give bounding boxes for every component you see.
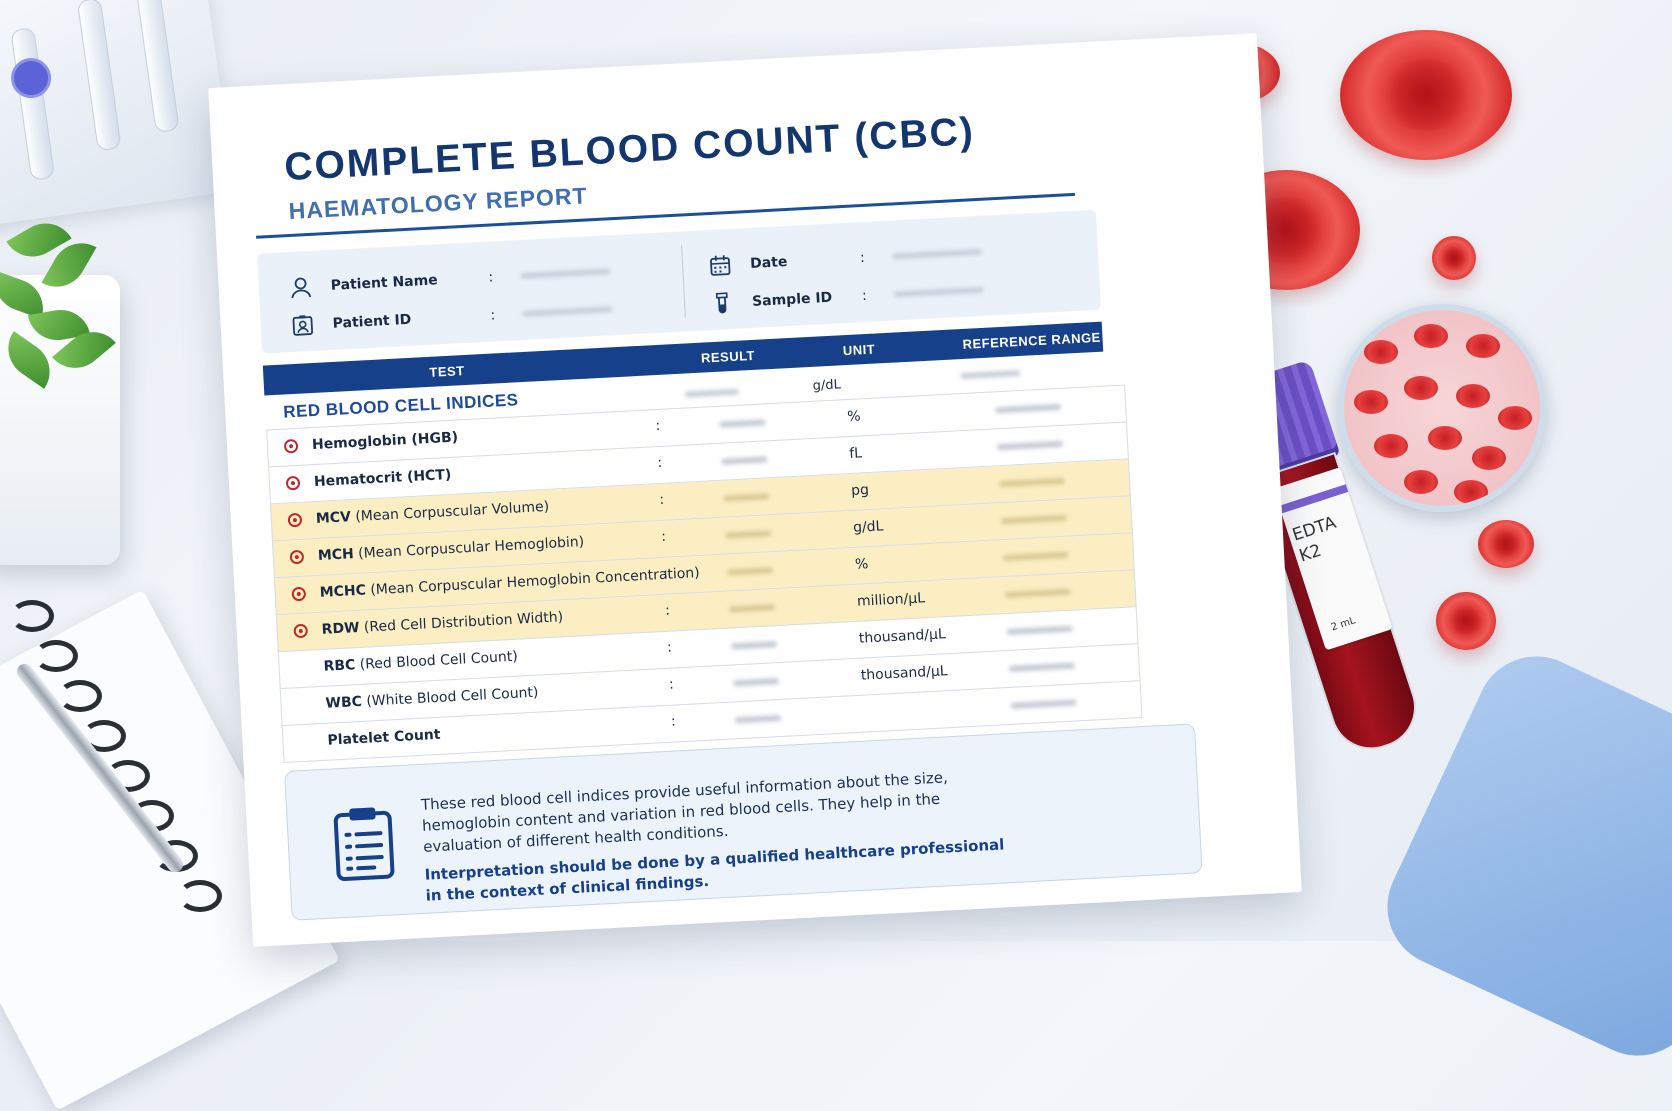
patient-name-field: Patient Name : [288,268,438,300]
unit-value: % [847,408,861,425]
unit-value: fL [849,445,863,462]
results-table: Hemoglobin (HGB) :% Hematocrit (HCT) : fL M… [266,384,1142,763]
blood-cell-icon [290,550,305,565]
result-value [721,456,767,464]
section-unit: g/dL [812,377,841,393]
test-abbr: WBC [325,694,362,712]
row-separator: : [671,713,677,729]
test-abbr: MCV [315,509,351,527]
test-abbr: Platelet Count [327,727,441,749]
section-result-value [685,389,739,398]
test-name: Hematocrit (HCT) [314,467,452,490]
test-abbr: RBC [323,657,356,675]
blood-cell-icon [293,624,308,639]
test-name: MCH (Mean Corpuscular Hemoglobin) [317,534,584,564]
clipboard-icon [331,804,397,883]
header-result: RESULT [701,348,756,366]
row-separator: : [667,640,673,656]
unit-value: % [855,556,869,573]
info-divider [681,245,686,317]
patient-name-value [520,268,610,279]
blood-cell-icon [288,513,303,528]
row-separator: : [661,529,667,545]
sample-id-field: Sample ID : [710,286,833,316]
calendar-icon [708,253,733,278]
report-title: COMPLETE BLOOD COUNT (CBC) [283,110,975,190]
test-abbr: MCH [317,546,354,564]
row-separator: : [659,492,665,508]
row-separator: : [663,566,669,582]
test-abbr: Hemoglobin (HGB) [312,429,459,453]
result-value [727,567,773,575]
test-name: RDW (Red Cell Distribution Width) [321,609,563,638]
patient-id-field: Patient ID : [290,308,412,338]
rack-tube [135,0,180,133]
unit-value: thousand/µL [860,663,948,684]
person-icon [288,275,313,300]
reference-range-value [1009,663,1075,672]
tube-label-volume: 2 mL [1330,615,1357,633]
result-value [729,604,775,612]
reference-range-value [1007,626,1073,635]
unit-value: thousand/µL [859,626,947,647]
reference-range-value [1005,589,1071,598]
patient-id-label: Patient ID [332,312,411,332]
header-test: TEST [429,363,465,380]
row-separator: : [669,677,675,693]
sample-id-label: Sample ID [752,290,833,310]
result-value [719,419,765,427]
test-tube-rack [0,0,235,227]
sample-id-value [894,287,984,298]
result-value [723,493,769,501]
patient-name-label: Patient Name [330,272,438,294]
result-value [731,641,777,649]
reference-range-value [1003,552,1069,561]
header-reference-range: REFERENCE RANGE [962,330,1101,352]
unit-value: million/µL [857,590,926,610]
test-name: RBC (Red Blood Cell Count) [323,649,518,675]
test-full-name: (Red Cell Distribution Width) [364,609,564,635]
test-name: WBC (White Blood Cell Count) [325,685,539,712]
result-value [725,530,771,538]
patient-id-value [522,306,612,317]
blood-cell-icon [286,476,301,491]
section-reference-value [960,370,1020,379]
unit-value: pg [851,482,870,499]
date-label: Date [750,254,788,272]
microscope-view-red-cells [1338,304,1546,512]
test-full-name: (White Blood Cell Count) [366,685,539,710]
reference-range-value [997,441,1063,450]
test-name: MCV (Mean Corpuscular Volume) [315,499,549,527]
row-separator: : [665,603,671,619]
test-full-name: (Mean Corpuscular Hemoglobin) [358,534,585,562]
blood-cell-icon [291,587,306,602]
result-value [733,678,779,686]
test-abbr: Hematocrit (HCT) [314,467,452,490]
report-subtitle: HAEMATOLOGY REPORT [288,182,588,225]
rack-tube [77,0,122,151]
test-full-name: (Red Blood Cell Count) [359,649,518,673]
rack-tube [10,27,55,181]
reference-range-value [995,404,1061,413]
blood-cell-icon [284,439,299,454]
unit-value: g/dL [853,518,884,536]
result-value [735,715,781,723]
row-separator: : [657,455,663,471]
cbc-report-sheet: COMPLETE BLOOD COUNT (CBC) HAEMATOLOGY R… [208,33,1302,947]
test-tube-icon [710,291,735,316]
test-name: Hemoglobin (HGB) [312,429,459,453]
test-full-name: (Mean Corpuscular Volume) [355,499,550,525]
test-abbr: MCHC [319,583,366,601]
test-name: Platelet Count [327,727,441,749]
reference-range-value [1010,699,1076,708]
reference-range-value [999,478,1065,487]
test-full-name: (Mean Corpuscular Hemoglobin Concentrati… [370,565,700,598]
id-badge-icon [290,313,315,338]
date-field: Date : [708,250,788,278]
row-separator: : [655,418,661,434]
test-abbr: RDW [321,620,360,638]
reference-range-value [1001,515,1067,524]
header-unit: UNIT [842,342,875,359]
date-value [892,249,982,260]
